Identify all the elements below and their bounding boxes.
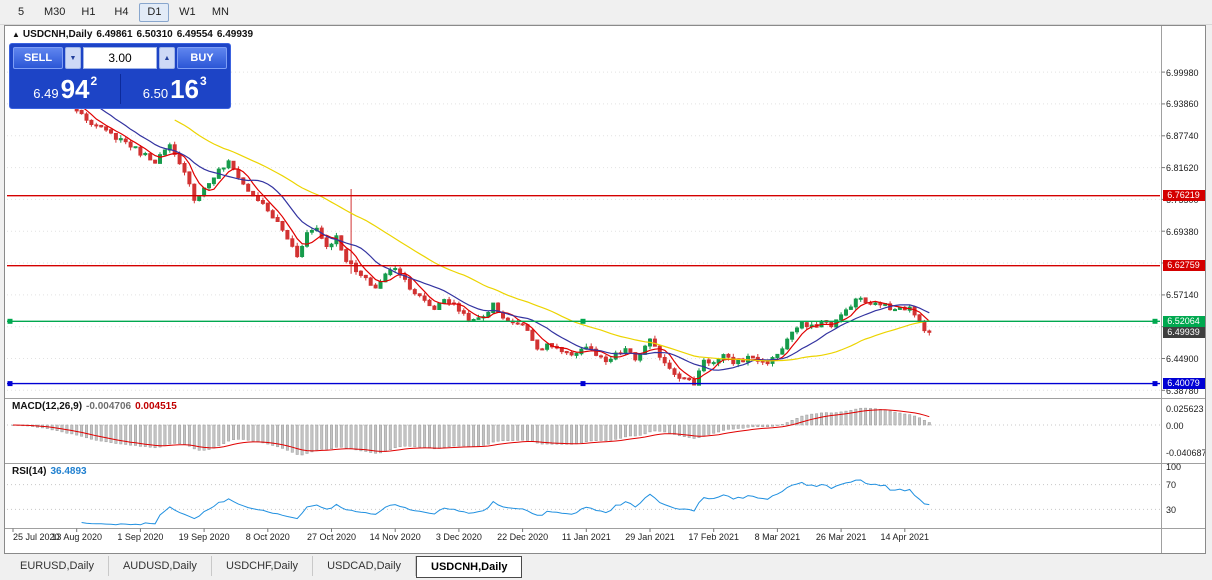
buy-pips: 16: [170, 74, 200, 104]
chart-tab-usdcad[interactable]: USDCAD,Daily: [313, 556, 417, 576]
time-axis-label: 27 Oct 2020: [306, 532, 357, 542]
timeframe-button-5[interactable]: 5: [17, 6, 25, 18]
time-axis-label: 22 Dec 2020: [497, 532, 549, 542]
price-axis-label: 6.69380: [1166, 226, 1199, 237]
ma-34-line[interactable]: [174, 119, 930, 362]
rsi-value: 36.4893: [50, 466, 87, 477]
price-axis-label: 6.44900: [1166, 354, 1199, 364]
timeframe-button-d1[interactable]: D1: [139, 2, 170, 22]
chart-tab-bar: EURUSD,Daily AUDUSD,Daily USDCHF,Daily USDC…: [0, 555, 1212, 580]
time-axis-label: 25 Jul 2020: [13, 532, 60, 542]
volume-decrease-button[interactable]: ▼: [65, 47, 81, 69]
current-bid-price-label[interactable]: 6.49939: [1162, 326, 1205, 338]
price-axis-label: 6.38780: [1166, 385, 1199, 396]
sell-pipette: 2: [90, 74, 98, 88]
time-axis-label: 3 Dec 2020: [435, 532, 482, 542]
time-axis-label: 29 Jan 2021: [625, 532, 675, 542]
candlestick-series: [11, 70, 932, 386]
time-axis-label: 8 Oct 2020: [245, 532, 290, 542]
buy-price-display[interactable]: 6.50 16 3: [123, 71, 228, 107]
price-axis-label: 6.57140: [1166, 290, 1199, 301]
volume-increase-button[interactable]: ▲: [159, 47, 175, 69]
chart-ohlc-header: ▲ USDCNH,Daily 6.49861 6.50310 6.49554 6.4993…: [12, 29, 257, 40]
time-axis-label: 1 Sep 2020: [117, 532, 164, 542]
macd-signal-line: [12, 409, 930, 452]
chart-tab-usdchf[interactable]: USDCHF,Daily: [212, 556, 314, 576]
macd-axis-label: -0.040687: [1166, 447, 1206, 458]
macd-axis-label: 0.00: [1166, 420, 1184, 431]
buy-big-figure: 6.50: [142, 86, 169, 101]
macd-title: MACD(12,26,9): [12, 401, 83, 412]
price-axis-label: 6.93860: [1166, 99, 1199, 110]
buy-pipette: 3: [200, 74, 207, 88]
ohlc-low: 6.49554: [176, 29, 213, 40]
macd-main-value: -0.004706: [86, 401, 132, 412]
level-price-label[interactable]: 6.62759: [1162, 260, 1205, 272]
macd-signal-value: 0.004515: [135, 401, 177, 412]
level-price-label[interactable]: 6.52064: [1162, 315, 1205, 327]
ohlc-open: 6.49861: [96, 29, 133, 40]
chart-tab-eurusd[interactable]: EURUSD,Daily: [6, 556, 109, 576]
timeframe-button-h4[interactable]: H4: [114, 6, 129, 18]
volume-input[interactable]: 3.00: [83, 47, 157, 69]
sell-big-figure: 6.49: [33, 86, 59, 101]
time-axis-label: 8 Mar 2021: [754, 532, 801, 542]
level-price-label[interactable]: 6.40079: [1162, 378, 1205, 390]
time-axis-label: 17 Feb 2021: [688, 532, 739, 542]
time-axis-label: 14 Nov 2020: [369, 532, 421, 542]
timeframe-toolbar: 5 M30 H1 H4 D1 W1 MN: [0, 0, 1212, 25]
rsi-title: RSI(14): [12, 466, 47, 477]
macd-axis-label: 0.025623: [1166, 403, 1204, 414]
time-axis-label: 11 Jan 2021: [561, 532, 611, 542]
ohlc-close: 6.49939: [216, 29, 254, 40]
price-axis-label: 6.81620: [1166, 163, 1199, 174]
ohlc-high: 6.50310: [136, 29, 173, 40]
sell-pips: 94: [60, 74, 90, 104]
timeframe-button-mn[interactable]: MN: [211, 6, 229, 18]
macd-histogram: [11, 407, 931, 456]
sell-button[interactable]: SELL: [13, 47, 63, 69]
price-divider: [119, 74, 121, 104]
time-axis-label: 26 Mar 2021: [815, 532, 867, 542]
ma-5-line[interactable]: [32, 77, 930, 380]
macd-indicator-header: MACD(12,26,9) -0.004706 0.004515: [12, 401, 181, 412]
timeframe-button-w1[interactable]: W1: [179, 6, 196, 18]
symbol-triangle-icon: ▲: [12, 30, 20, 39]
buy-button[interactable]: BUY: [177, 47, 227, 69]
time-axis-label: 14 Apr 2021: [880, 532, 930, 542]
time-axis-label: 19 Sep 2020: [178, 532, 230, 542]
sell-price-display[interactable]: 6.49 94 2: [13, 71, 118, 107]
chart-tab-audusd[interactable]: AUDUSD,Daily: [109, 556, 212, 576]
timeframe-button-h1[interactable]: H1: [81, 6, 96, 18]
ma-12-line[interactable]: [66, 86, 930, 371]
rsi-indicator-header: RSI(14) 36.4893: [12, 466, 91, 477]
hline-6.40079[interactable]: [7, 381, 1160, 387]
chart-symbol-label: USDCNH,Daily: [22, 29, 93, 40]
hline-6.52064[interactable]: [7, 318, 1160, 324]
price-axis-label: 6.99980: [1166, 67, 1199, 78]
rsi-axis-label: 100: [1166, 461, 1182, 472]
chart-tab-usdcnh[interactable]: USDCNH,Daily: [416, 556, 523, 578]
level-price-label[interactable]: 6.76219: [1162, 190, 1205, 202]
one-click-trading-panel: SELL ▼ 3.00 ▲ BUY 6.49 94 2 6.50 16 3: [9, 43, 231, 109]
chart-window[interactable]: ▲ USDCNH,Daily 6.49861 6.50310 6.49554 6.4993…: [4, 25, 1206, 554]
rsi-line: [81, 479, 930, 526]
price-axis-label: 6.87740: [1166, 131, 1199, 142]
rsi-axis-label: 30: [1166, 504, 1177, 515]
timeframe-button-m30[interactable]: M30: [44, 6, 66, 18]
rsi-axis-label: 70: [1166, 480, 1177, 491]
time-axis-label: 13 Aug 2020: [51, 532, 102, 542]
price-chart-canvas[interactable]: [5, 26, 1205, 553]
